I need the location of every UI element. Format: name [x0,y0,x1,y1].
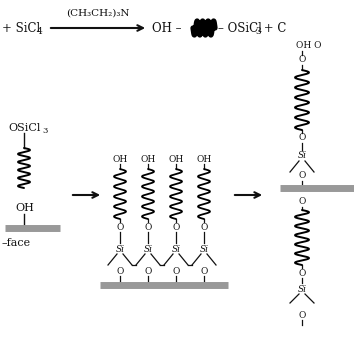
Text: Si: Si [200,245,209,253]
Text: OH: OH [169,154,184,164]
Text: Si: Si [143,245,153,253]
Text: O: O [298,198,306,206]
Text: O: O [144,267,152,275]
Text: OSiCl: OSiCl [8,123,40,133]
Text: –face: –face [2,238,31,248]
Text: OH: OH [15,203,34,213]
Text: + C: + C [260,22,286,34]
Text: 3: 3 [42,127,47,135]
Text: O: O [200,223,208,232]
Text: – OSiCl: – OSiCl [218,22,262,34]
Text: OH –: OH – [152,22,182,34]
Text: (CH₃CH₂)₃N: (CH₃CH₂)₃N [66,9,130,18]
Text: OH: OH [141,154,156,164]
Text: OH: OH [112,154,128,164]
Text: 4: 4 [37,27,43,35]
Text: O: O [116,223,124,232]
Text: + SiCl: + SiCl [2,22,40,34]
Text: O: O [298,310,306,320]
Text: Si: Si [171,245,181,253]
Text: OH O: OH O [296,41,321,51]
Text: O: O [144,223,152,232]
Text: O: O [298,56,306,64]
Text: Si: Si [115,245,125,253]
Text: O: O [298,133,306,143]
Text: O: O [116,267,124,275]
Text: O: O [298,171,306,181]
Text: O: O [172,223,180,232]
Text: O: O [200,267,208,275]
Text: OH: OH [196,154,212,164]
Text: 3: 3 [255,27,261,35]
Text: O: O [298,268,306,278]
Text: Si: Si [297,152,307,160]
Text: O: O [172,267,180,275]
Text: Si: Si [297,285,307,293]
